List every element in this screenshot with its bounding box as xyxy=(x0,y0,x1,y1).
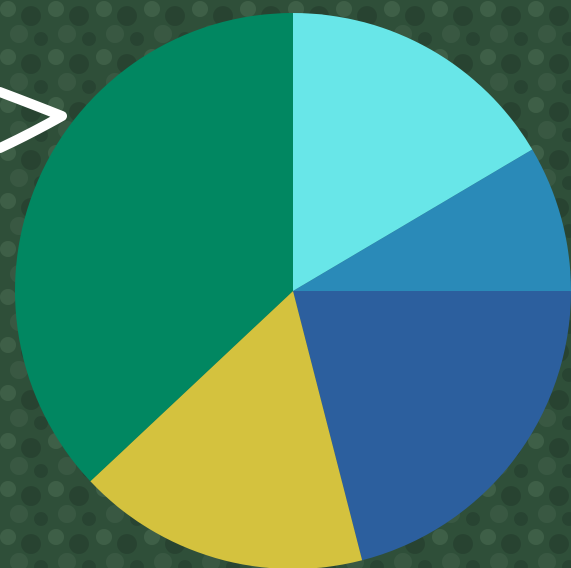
forest-background xyxy=(0,0,571,568)
chart-scene xyxy=(0,0,571,568)
